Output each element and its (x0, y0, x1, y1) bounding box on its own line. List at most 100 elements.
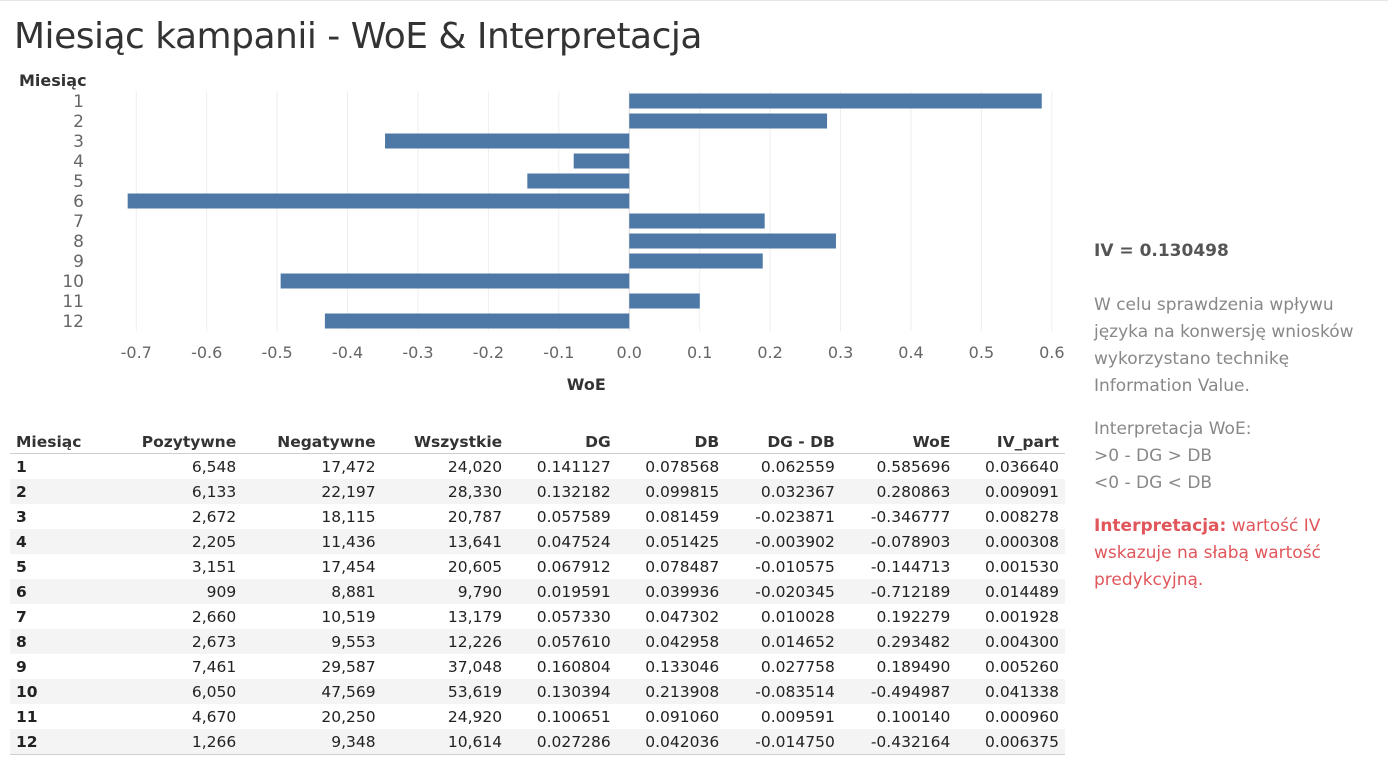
table-row: 11 4,670 20,250 24,920 0.100651 0.091060 0.009… (10, 704, 1065, 729)
table-cell: 0.213908 (616, 679, 726, 704)
table-cell: 18,115 (321, 507, 376, 526)
table-cell: 11,436 (242, 529, 382, 554)
table-cell: 10,519 (321, 607, 376, 626)
table-cell: 0.009591 (760, 707, 835, 726)
column-header: IV_part (956, 430, 1065, 454)
table-row: 1 6,548 17,472 24,020 0.141127 0.078568 0.0625… (10, 454, 1065, 480)
x-tick-label: 0.1 (687, 343, 712, 362)
table-cell: 4,670 (191, 707, 237, 726)
category-label: 6 (73, 192, 84, 212)
table-cell: 0.006375 (956, 729, 1065, 755)
interpretation-conclusion: Interpretacja: wartość IV wskazuje na sł… (1094, 513, 1374, 594)
column-header: DG - DB (725, 430, 841, 454)
y-axis-title: Miesiąc (19, 71, 87, 90)
table-cell: 47,569 (242, 679, 382, 704)
table-cell: 0.027286 (508, 729, 617, 755)
table-cell: 0.042958 (616, 629, 726, 654)
table-cell: 20,605 (447, 557, 503, 576)
table-cell: 909 (107, 579, 243, 604)
table-cell: 0.062559 (760, 457, 835, 476)
table-cell: 2,672 (191, 507, 237, 526)
table-cell: 0.041338 (956, 679, 1065, 704)
table-cell: -0.144713 (870, 557, 951, 576)
table-cell: 0.100140 (876, 707, 951, 726)
x-tick-label: 0.2 (757, 343, 782, 362)
table-cell: 20,250 (321, 707, 376, 726)
iv-value: IV = 0.130498 (1094, 241, 1229, 261)
table-cell: 0.004300 (956, 629, 1065, 654)
table-cell: 2 (10, 479, 108, 504)
table-cell: 0.057589 (536, 507, 611, 526)
table-cell: 0.130394 (508, 679, 617, 704)
x-tick-label: -0.1 (543, 343, 574, 362)
table-cell: 0.051425 (616, 529, 726, 554)
bar (573, 153, 630, 169)
category-label: 5 (73, 172, 84, 192)
table-cell: 0.047302 (645, 607, 720, 626)
table-cell: 0.036640 (985, 457, 1059, 476)
table-cell: 0.189490 (876, 657, 951, 676)
column-header: Pozytywne (107, 430, 243, 454)
x-tick-label: 0.3 (828, 343, 853, 362)
table-cell: 0.192279 (876, 607, 951, 626)
category-label: 11 (62, 292, 84, 312)
table-cell: 0.091060 (645, 707, 720, 726)
category-label: 2 (73, 112, 84, 132)
table-body: 1 6,548 17,472 24,020 0.141127 0.078568 0.0625… (10, 454, 1065, 755)
woe-negative-rule: <0 - DG < DB (1094, 473, 1213, 493)
table-cell: 10,614 (381, 729, 509, 755)
table-row: 9 7,461 29,587 37,048 0.160804 0.133046 0.0277… (10, 654, 1065, 679)
table-cell: 9,553 (242, 629, 382, 654)
table-cell: 9 (16, 657, 27, 676)
table-cell: 0.293482 (840, 629, 957, 654)
table-cell: 7 (16, 607, 27, 626)
table-cell: 8,881 (242, 579, 382, 604)
table-row: 3 2,672 18,115 20,787 0.057589 0.081459 -0.023… (10, 504, 1065, 529)
table-cell: 6,133 (107, 479, 243, 504)
bar (629, 233, 836, 249)
table-cell: 2,205 (107, 529, 243, 554)
table-cell: 6,050 (107, 679, 243, 704)
table-row: 6 909 8,881 9,790 0.019591 0.039936 -0.020345-… (10, 579, 1065, 604)
bar (629, 213, 765, 229)
bar (629, 253, 763, 269)
x-tick-label: -0.2 (473, 343, 504, 362)
bar (127, 193, 630, 209)
column-header: Miesiąc (10, 430, 108, 454)
table-cell: 0.132182 (508, 479, 617, 504)
bar (527, 173, 630, 189)
bar (629, 113, 828, 129)
table-cell: 0.057610 (508, 629, 617, 654)
interpretation-text: wartość IV wskazuje na słabą wartość pre… (1094, 516, 1321, 590)
table-cell: 0.000308 (956, 529, 1065, 554)
table-cell: 17,454 (321, 557, 376, 576)
table-cell: 12 (10, 729, 108, 755)
table-row: 4 2,205 11,436 13,641 0.047524 0.051425 -0.003… (10, 529, 1065, 554)
category-label: 4 (73, 152, 84, 172)
table-cell: 0.008278 (985, 507, 1059, 526)
table-cell: 0.280863 (840, 479, 957, 504)
table-cell: 5 (16, 557, 27, 576)
x-tick-label: 0.0 (617, 343, 642, 362)
woe-positive-rule: >0 - DG > DB (1094, 446, 1213, 466)
table-cell: -0.083514 (725, 679, 841, 704)
table-cell: -0.078903 (840, 529, 957, 554)
table-row: 5 3,151 17,454 20,605 0.067912 0.078487 -0.010… (10, 554, 1065, 579)
table-cell: 29,587 (321, 657, 376, 676)
table-cell: 17,472 (321, 457, 376, 476)
table-header-row: Miesiąc Pozytywne Negatywne Wszystkie DG DB DG… (10, 430, 1065, 454)
table-row: 7 2,660 10,519 13,179 0.057330 0.047302 0.0100… (10, 604, 1065, 629)
x-tick-label: 0.5 (969, 343, 994, 362)
table-cell: 20,787 (447, 507, 503, 526)
column-header: DG (508, 430, 617, 454)
column-header: Wszystkie (381, 430, 509, 454)
category-label: 8 (73, 232, 84, 252)
table-cell: 0.001928 (985, 607, 1059, 626)
table-cell: -0.014750 (725, 729, 841, 755)
x-tick-label: 0.4 (898, 343, 923, 362)
category-label: 3 (73, 132, 84, 152)
description-text: W celu sprawdzenia wpływu języka na konw… (1094, 295, 1354, 396)
table-cell: 2,673 (107, 629, 243, 654)
x-tick-label: -0.3 (402, 343, 433, 362)
